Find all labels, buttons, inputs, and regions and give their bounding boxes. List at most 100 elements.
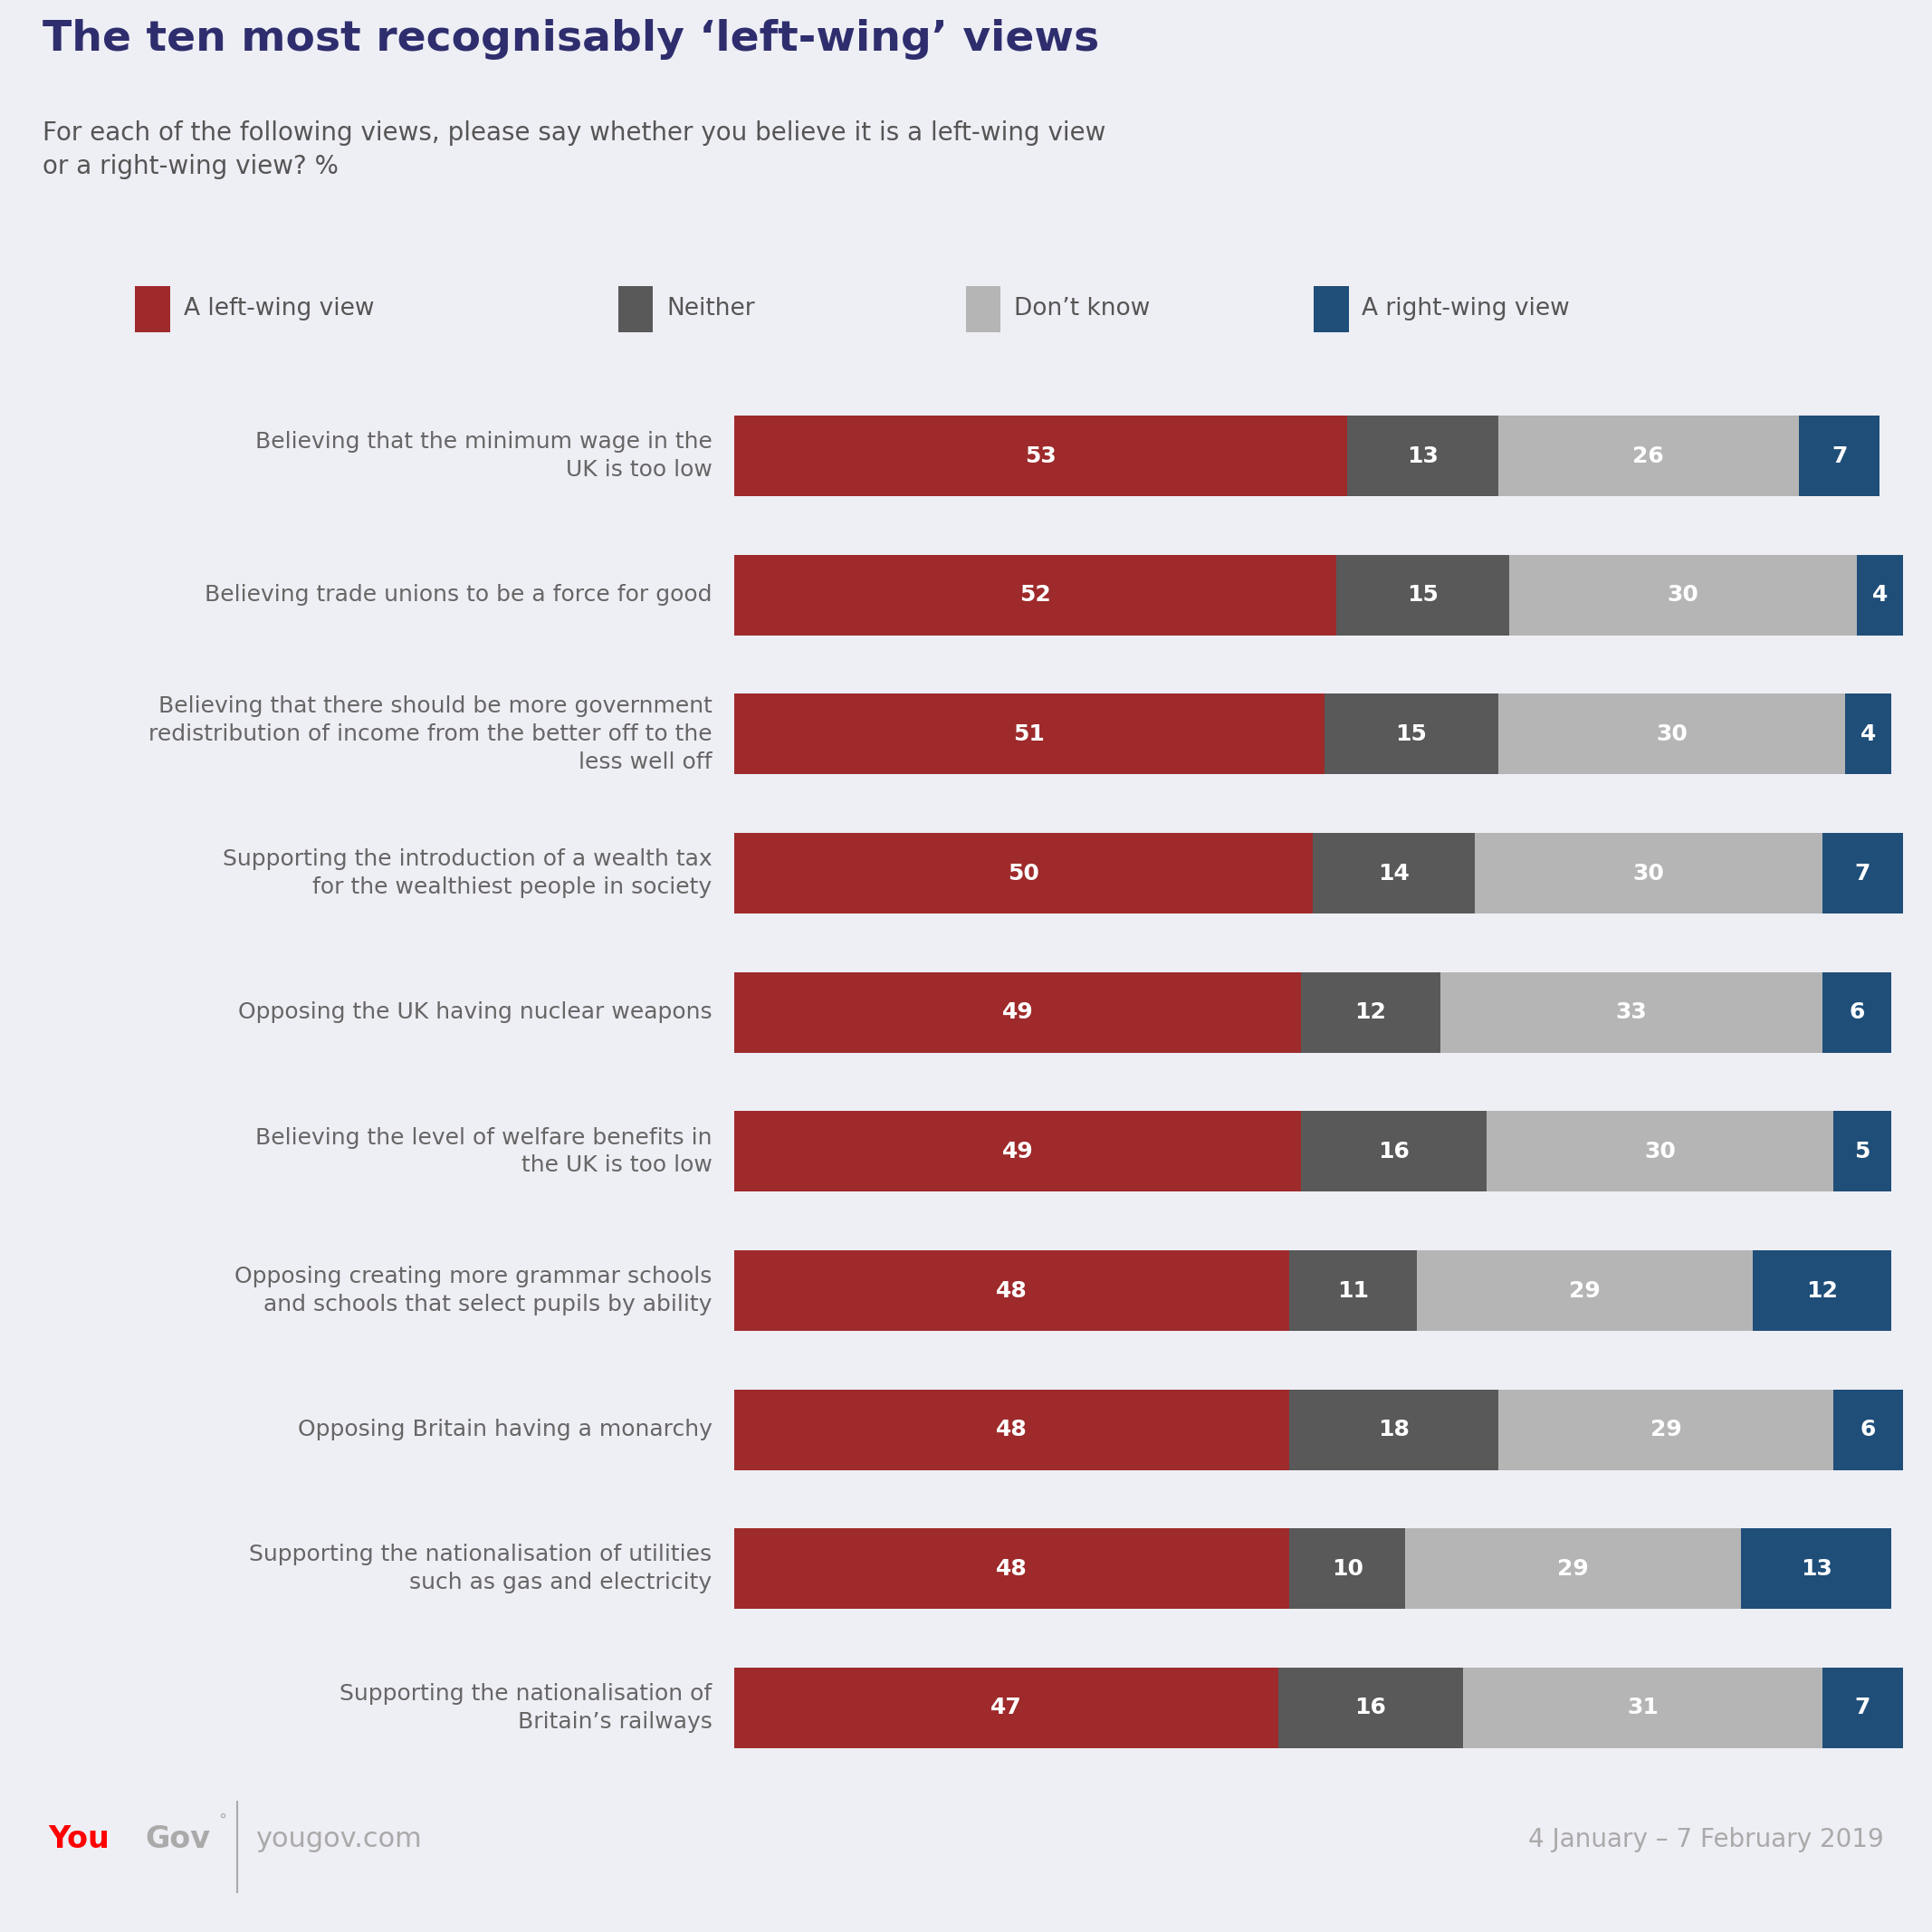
Text: Neither: Neither (667, 298, 755, 321)
Text: 51: 51 (1014, 723, 1045, 746)
Text: 5: 5 (1855, 1140, 1870, 1163)
Bar (1314, 833, 1474, 914)
Bar (1291, 1389, 1497, 1470)
Text: Believing the level of welfare benefits in
the UK is too low: Believing the level of welfare benefits … (255, 1126, 713, 1177)
Text: 11: 11 (1337, 1279, 1370, 1302)
Text: Opposing the UK having nuclear weapons: Opposing the UK having nuclear weapons (238, 1001, 713, 1024)
Bar (1497, 415, 1799, 497)
Text: Believing trade unions to be a force for good: Believing trade unions to be a force for… (205, 583, 713, 607)
Text: 16: 16 (1354, 1696, 1387, 1719)
Bar (1291, 1250, 1416, 1331)
Bar (1302, 972, 1439, 1053)
Text: 6: 6 (1849, 1001, 1864, 1024)
Text: 18: 18 (1378, 1418, 1410, 1441)
Bar (734, 833, 1314, 914)
Text: 30: 30 (1644, 1140, 1675, 1163)
Text: 7: 7 (1855, 862, 1870, 885)
Text: 30: 30 (1633, 862, 1663, 885)
Text: yougov.com: yougov.com (255, 1826, 421, 1853)
Text: Believing that the minimum wage in the
UK is too low: Believing that the minimum wage in the U… (255, 431, 713, 481)
Text: A left-wing view: A left-wing view (184, 298, 375, 321)
Bar (1314, 286, 1349, 332)
Text: 15: 15 (1406, 583, 1439, 607)
Bar (734, 972, 1302, 1053)
Text: 49: 49 (1003, 1140, 1034, 1163)
Text: Don’t know: Don’t know (1014, 298, 1150, 321)
Text: 47: 47 (991, 1696, 1022, 1719)
Text: 7: 7 (1832, 444, 1847, 468)
Text: 53: 53 (1026, 444, 1057, 468)
Bar (1486, 1111, 1833, 1192)
Bar (734, 1528, 1291, 1609)
Bar (1741, 1528, 1891, 1609)
Bar (1799, 415, 1880, 497)
Text: 4 January – 7 February 2019: 4 January – 7 February 2019 (1528, 1826, 1884, 1853)
Text: Supporting the nationalisation of
Britain’s railways: Supporting the nationalisation of Britai… (340, 1683, 713, 1733)
Text: 29: 29 (1650, 1418, 1681, 1441)
Text: Supporting the introduction of a wealth tax
for the wealthiest people in society: Supporting the introduction of a wealth … (222, 848, 713, 898)
Text: 13: 13 (1801, 1557, 1832, 1580)
Bar (1405, 1528, 1741, 1609)
Bar (734, 415, 1347, 497)
Text: 16: 16 (1378, 1140, 1410, 1163)
Text: 13: 13 (1406, 444, 1439, 468)
Bar (1474, 833, 1822, 914)
Bar (1833, 1111, 1891, 1192)
Bar (734, 694, 1323, 775)
Bar (1752, 1250, 1891, 1331)
Text: 6: 6 (1861, 1418, 1876, 1441)
Text: 14: 14 (1378, 862, 1410, 885)
Text: 30: 30 (1656, 723, 1687, 746)
Text: 30: 30 (1667, 583, 1698, 607)
Bar (1845, 694, 1891, 775)
Text: 52: 52 (1020, 583, 1051, 607)
Bar (618, 286, 653, 332)
Bar (1509, 554, 1857, 636)
Text: 7: 7 (1855, 1696, 1870, 1719)
Bar (1857, 554, 1903, 636)
Text: You: You (48, 1824, 110, 1855)
Text: Opposing creating more grammar schools
and schools that select pupils by ability: Opposing creating more grammar schools a… (234, 1265, 713, 1316)
Bar (1497, 1389, 1833, 1470)
Text: °: ° (218, 1812, 226, 1830)
Bar (1302, 1111, 1486, 1192)
Text: 26: 26 (1633, 444, 1663, 468)
Bar (1463, 1667, 1822, 1748)
Text: 31: 31 (1627, 1696, 1658, 1719)
Bar (734, 554, 1335, 636)
Bar (966, 286, 1001, 332)
Bar (1822, 972, 1891, 1053)
Bar (1323, 694, 1497, 775)
Text: Opposing Britain having a monarchy: Opposing Britain having a monarchy (298, 1418, 713, 1441)
Bar (1822, 833, 1903, 914)
Text: 4: 4 (1872, 583, 1888, 607)
Text: 33: 33 (1615, 1001, 1646, 1024)
Bar (734, 1667, 1279, 1748)
Bar (1439, 972, 1822, 1053)
Text: 29: 29 (1557, 1557, 1588, 1580)
Bar (1822, 1667, 1903, 1748)
Text: Supporting the nationalisation of utilities
such as gas and electricity: Supporting the nationalisation of utilit… (249, 1544, 713, 1594)
Text: For each of the following views, please say whether you believe it is a left-win: For each of the following views, please … (43, 122, 1105, 180)
Text: 4: 4 (1861, 723, 1876, 746)
Text: 48: 48 (997, 1279, 1028, 1302)
Bar (1833, 1389, 1903, 1470)
Bar (1416, 1250, 1752, 1331)
Text: 12: 12 (1354, 1001, 1387, 1024)
Text: 49: 49 (1003, 1001, 1034, 1024)
Bar (135, 286, 170, 332)
Text: 29: 29 (1569, 1279, 1600, 1302)
Text: 15: 15 (1395, 723, 1428, 746)
Text: The ten most recognisably ‘left-wing’ views: The ten most recognisably ‘left-wing’ vi… (43, 19, 1099, 60)
Bar (734, 1111, 1302, 1192)
Text: 48: 48 (997, 1418, 1028, 1441)
Text: 48: 48 (997, 1557, 1028, 1580)
Text: 50: 50 (1009, 862, 1039, 885)
Bar (1335, 554, 1509, 636)
Bar (734, 1250, 1291, 1331)
Text: Believing that there should be more government
redistribution of income from the: Believing that there should be more gove… (149, 696, 713, 773)
Text: A right-wing view: A right-wing view (1362, 298, 1571, 321)
Bar (1291, 1528, 1405, 1609)
Bar (1279, 1667, 1463, 1748)
Text: 10: 10 (1331, 1557, 1364, 1580)
